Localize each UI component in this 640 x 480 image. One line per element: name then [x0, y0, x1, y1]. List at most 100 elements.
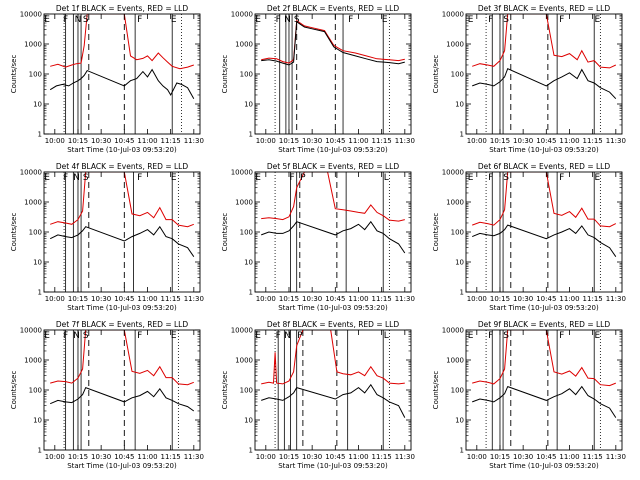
x-axis-label: Start Time (10-Jul-03 09:53:20)	[489, 304, 599, 312]
y-tick-label: 100	[240, 387, 253, 395]
plot-frame	[43, 329, 201, 451]
plot-frame	[465, 13, 623, 135]
plot-frame	[465, 329, 623, 451]
segment-marker: E	[171, 173, 177, 183]
x-tick-label: 11:30	[395, 295, 415, 303]
segment-marker: E	[468, 173, 474, 183]
x-tick-label: 10:30	[302, 295, 322, 303]
segment-marker: E	[468, 331, 474, 341]
x-tick-label: 10:15	[68, 453, 88, 461]
y-tick-label: 1000	[24, 41, 42, 49]
y-tick-label: 10000	[442, 11, 464, 19]
x-tick-label: 11:30	[606, 137, 626, 145]
x-tick-label: 11:15	[372, 137, 392, 145]
series-group	[472, 330, 617, 418]
x-tick-label: 10:00	[467, 137, 487, 145]
y-tick-label: 1000	[446, 41, 464, 49]
series-group	[50, 330, 195, 412]
x-tick-label: 10:45	[325, 137, 345, 145]
y-tick-label: 10000	[231, 11, 253, 19]
plot-frame	[254, 171, 412, 293]
x-tick-label: 10:15	[279, 137, 299, 145]
x-axis-label: Start Time (10-Jul-03 09:53:20)	[67, 462, 177, 470]
segment-marker: E	[468, 15, 474, 25]
segment-marker: S	[83, 331, 89, 341]
segment-marker: E	[255, 15, 261, 25]
x-axis-label: Start Time (10-Jul-03 09:53:20)	[489, 146, 599, 154]
segment-marker: F	[63, 331, 68, 341]
x-axis-label: Start Time (10-Jul-03 09:53:20)	[278, 304, 388, 312]
y-tick-label: 100	[451, 71, 464, 79]
y-axis-label: Counts/sec	[221, 55, 229, 94]
segment-marker: F	[488, 173, 493, 183]
y-tick-label: 10000	[20, 11, 42, 19]
segment-marker: P	[297, 331, 303, 341]
segment-marker: E	[255, 173, 261, 183]
x-axis-label: Start Time (10-Jul-03 09:53:20)	[278, 462, 388, 470]
x-tick-label: 10:15	[68, 137, 88, 145]
panel-title: Det 9f BLACK = Events, RED = LLD	[478, 320, 611, 329]
y-tick-label: 10000	[231, 169, 253, 177]
y-tick-label: 100	[29, 71, 42, 79]
x-tick-label: 11:15	[161, 137, 181, 145]
segment-marker: F	[289, 173, 294, 183]
plot-frame	[43, 171, 201, 293]
x-tick-label: 10:30	[513, 453, 533, 461]
segment-marker: E	[171, 331, 177, 341]
y-tick-label: 10000	[20, 327, 42, 335]
guide-lines	[485, 330, 601, 450]
x-tick-label: 11:00	[559, 295, 579, 303]
plot-frame	[465, 171, 623, 293]
y-tick-label: 10	[455, 417, 464, 425]
series-line-events	[49, 68, 195, 99]
x-tick-label: 10:30	[302, 137, 322, 145]
x-axis-label: Start Time (10-Jul-03 09:53:20)	[67, 146, 177, 154]
plot-frame	[43, 13, 201, 135]
x-tick-label: 10:00	[467, 453, 487, 461]
y-tick-label: 1	[249, 289, 253, 297]
x-tick-label: 10:15	[490, 295, 510, 303]
x-tick-label: 10:30	[513, 137, 533, 145]
segment-marker: E	[382, 15, 388, 25]
x-tick-label: 10:30	[513, 295, 533, 303]
y-tick-label: 100	[29, 387, 42, 395]
y-tick-label: 1000	[24, 357, 42, 365]
x-tick-label: 10:00	[256, 295, 276, 303]
x-tick-label: 10:15	[490, 137, 510, 145]
x-tick-label: 11:30	[184, 137, 204, 145]
x-tick-label: 11:15	[583, 137, 603, 145]
segment-marker: S	[83, 15, 89, 25]
series-group	[49, 14, 195, 99]
segment-marker: L	[384, 173, 389, 183]
panel-title: Det 2f BLACK = Events, RED = LLD	[267, 4, 400, 13]
x-tick-label: 11:30	[606, 453, 626, 461]
x-axis-label: Start Time (10-Jul-03 09:53:20)	[67, 304, 177, 312]
segment-marker: S	[83, 173, 89, 183]
guide-lines	[485, 14, 601, 134]
y-tick-label: 10000	[231, 327, 253, 335]
guide-lines	[274, 14, 390, 134]
y-tick-label: 10	[455, 259, 464, 267]
y-axis-label: Counts/sec	[221, 213, 229, 252]
y-tick-label: 1	[460, 289, 464, 297]
guide-lines	[63, 330, 179, 450]
x-tick-label: 11:00	[137, 295, 157, 303]
segment-marker: F	[559, 331, 564, 341]
x-tick-label: 10:15	[279, 295, 299, 303]
y-tick-label: 10	[33, 101, 42, 109]
x-tick-label: 10:15	[490, 453, 510, 461]
guide-lines	[274, 330, 390, 450]
y-tick-label: 1	[249, 131, 253, 139]
series-line-events	[50, 386, 195, 412]
segment-marker: F	[63, 173, 68, 183]
y-tick-label: 10	[244, 417, 253, 425]
x-tick-label: 10:00	[45, 295, 65, 303]
x-tick-label: 11:00	[137, 137, 157, 145]
guide-lines	[63, 14, 182, 134]
x-tick-label: 11:30	[395, 137, 415, 145]
segment-marker: E	[594, 331, 600, 341]
